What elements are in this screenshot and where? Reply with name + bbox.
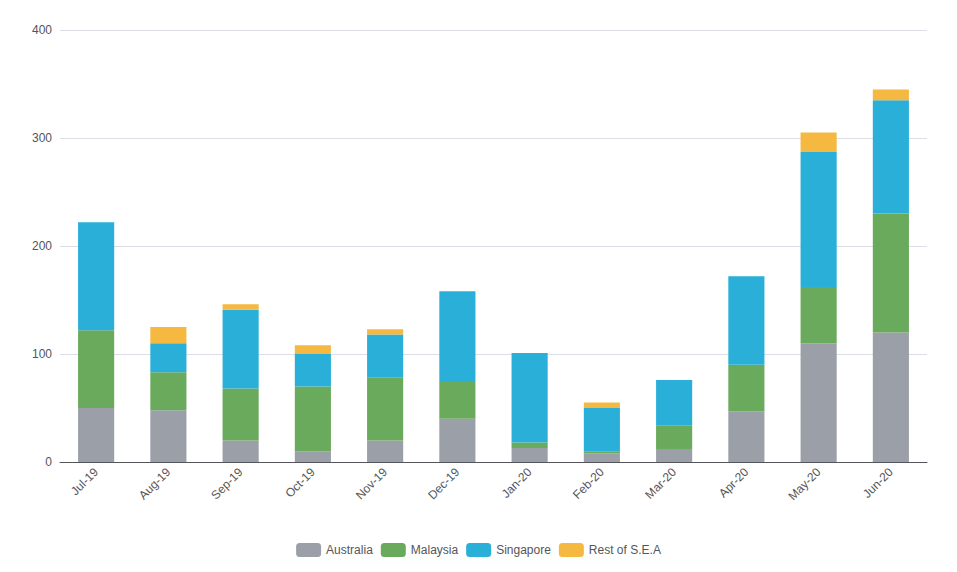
svg-text:Singapore: Singapore — [496, 543, 551, 557]
svg-text:Oct-19: Oct-19 — [282, 465, 318, 501]
svg-text:200: 200 — [32, 239, 52, 253]
svg-text:Mar-20: Mar-20 — [642, 465, 679, 502]
svg-text:400: 400 — [32, 23, 52, 37]
svg-text:May-20: May-20 — [785, 465, 823, 503]
svg-text:Feb-20: Feb-20 — [570, 465, 607, 502]
svg-text:300: 300 — [32, 131, 52, 145]
svg-text:Malaysia: Malaysia — [411, 543, 459, 557]
svg-text:Rest of S.E.A: Rest of S.E.A — [589, 543, 661, 557]
svg-text:Aug-19: Aug-19 — [136, 465, 173, 502]
svg-text:Jul-19: Jul-19 — [68, 465, 101, 498]
svg-text:Sep-19: Sep-19 — [208, 465, 245, 502]
svg-text:Jun-20: Jun-20 — [860, 465, 896, 501]
svg-text:0: 0 — [45, 455, 52, 469]
svg-text:Jan-20: Jan-20 — [499, 465, 535, 501]
svg-text:Nov-19: Nov-19 — [353, 465, 390, 502]
svg-text:100: 100 — [32, 347, 52, 361]
svg-text:Australia: Australia — [326, 543, 373, 557]
svg-text:Apr-20: Apr-20 — [716, 465, 752, 501]
svg-text:Dec-19: Dec-19 — [425, 465, 462, 502]
